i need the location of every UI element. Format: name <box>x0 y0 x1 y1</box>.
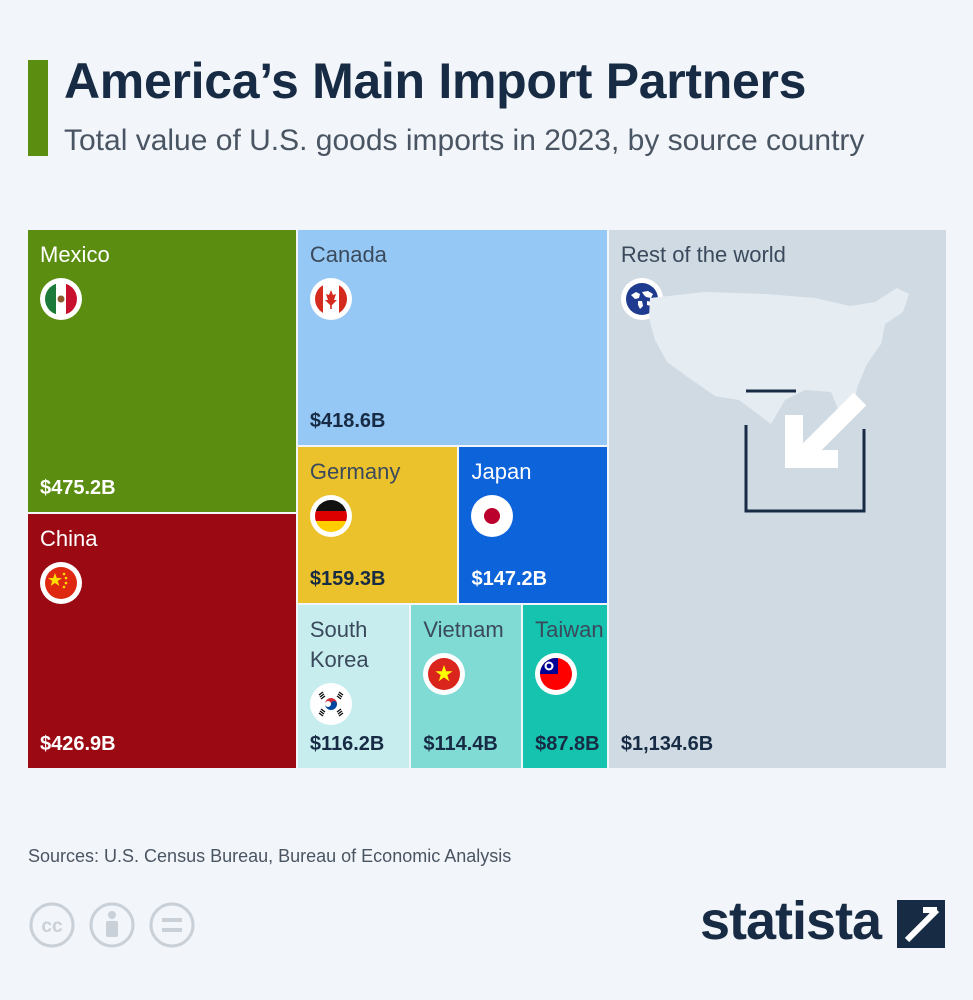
canada-flag-icon <box>309 278 352 320</box>
germany-flag-icon <box>309 494 352 537</box>
tile-value-rest-of-the-world: $1,134.6B <box>620 733 714 755</box>
treemap-tile-taiwan: Taiwan $87.8B <box>523 604 607 768</box>
treemap-tile-china: China $426.9B <box>28 514 296 768</box>
no-derivatives-icon[interactable] <box>149 902 195 948</box>
title-accent-bar <box>28 60 48 156</box>
chart-subtitle: Total value of U.S. goods imports in 202… <box>64 124 865 157</box>
tile-label-vietnam: Vietnam <box>423 616 504 642</box>
tile-value-china: $426.9B <box>40 732 116 755</box>
tile-value-canada: $418.6B <box>309 409 386 432</box>
tile-label-japan: Japan <box>471 458 532 484</box>
tile-value-vietnam: $114.4B <box>423 732 498 755</box>
tile-label-south-korea: South Korea <box>309 616 369 672</box>
japan-flag-icon <box>471 494 514 537</box>
treemap-tile-japan: Japan $147.2B <box>459 446 607 603</box>
treemap-tile-canada: Canada $418.6B <box>297 230 607 445</box>
tile-label-china: China <box>40 526 98 552</box>
tile-value-japan: $147.2B <box>471 567 548 590</box>
taiwan-flag-icon <box>535 652 578 695</box>
mexico-flag-icon <box>40 278 82 320</box>
chart-title: America’s Main Import Partners <box>64 53 807 109</box>
treemap-tile-mexico: Mexico $475.2B <box>28 230 296 513</box>
tile-value-germany: $159.3B <box>309 567 386 590</box>
source-note: Sources: U.S. Census Bureau, Bureau of E… <box>28 846 512 866</box>
tile-value-mexico: $475.2B <box>40 477 116 500</box>
license-icons[interactable]: cc <box>28 900 198 950</box>
vietnam-flag-icon <box>423 652 466 695</box>
treemap-tile-germany: Germany $159.3B <box>297 446 458 603</box>
tile-value-south-korea: $116.2B <box>309 732 385 755</box>
south-korea-flag-icon <box>309 682 352 725</box>
tile-label-taiwan: Taiwan <box>535 616 604 642</box>
creative-commons-icon[interactable]: cc <box>29 902 75 948</box>
china-flag-icon <box>40 562 82 605</box>
statista-logo-text[interactable]: statista <box>700 891 882 951</box>
treemap-tile-vietnam: Vietnam $114.4B <box>411 604 522 768</box>
treemap-tile-south-korea: South Korea $116.2B <box>297 604 410 768</box>
tile-label-canada: Canada <box>309 242 387 267</box>
tile-label-rest-of-the-world: Rest of the world <box>620 242 786 267</box>
tile-label-mexico: Mexico <box>40 242 110 267</box>
arrow-icon <box>744 389 867 513</box>
tile-label-germany: Germany <box>309 458 401 484</box>
usa-map-silhouette <box>649 288 909 424</box>
attribution-icon[interactable] <box>89 902 135 948</box>
svg-text:cc: cc <box>41 916 63 937</box>
statista-logo-icon[interactable] <box>897 900 945 948</box>
tile-value-taiwan: $87.8B <box>535 732 600 755</box>
